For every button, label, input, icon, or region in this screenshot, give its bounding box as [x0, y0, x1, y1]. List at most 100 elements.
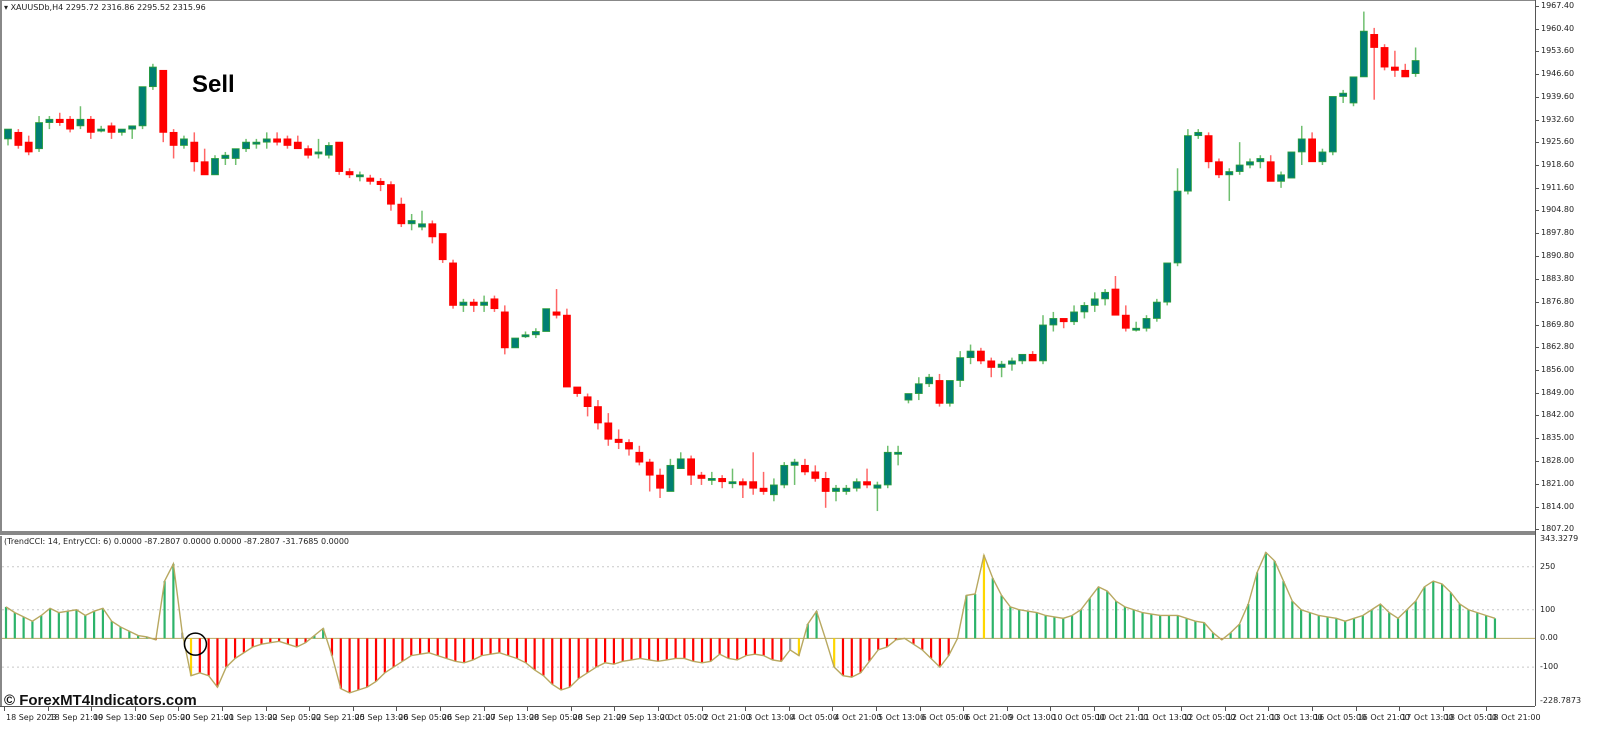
price-tick: [1536, 438, 1539, 440]
dropdown-arrow-icon[interactable]: ▾: [4, 3, 9, 12]
price-tick: [1536, 233, 1539, 235]
candle: [1391, 50, 1399, 77]
candle: [894, 445, 902, 466]
candle: [1059, 318, 1068, 329]
candle: [780, 462, 789, 489]
time-tick-label: 11 Oct 13:00: [1139, 713, 1192, 722]
candle: [1401, 63, 1410, 78]
time-tick-label: 2 Oct 21:00: [703, 713, 751, 722]
price-tick: [1536, 461, 1539, 463]
indicator-axis[interactable]: 343.3279 250 100 0.00 -100 -228.7873: [1535, 532, 1600, 706]
time-tick: [832, 707, 834, 711]
candle: [583, 393, 592, 417]
time-tick-label: 27 Sep 13:00: [485, 713, 539, 722]
price-tick: [1536, 506, 1539, 508]
candle: [1111, 276, 1120, 316]
candle: [1256, 155, 1265, 169]
candle: [1080, 302, 1089, 319]
time-tick-label: 18 Sep 2023: [6, 713, 57, 722]
time-tick: [614, 707, 616, 711]
price-tick-label: 1925.60: [1541, 137, 1575, 147]
time-tick: [352, 707, 354, 711]
price-tick: [1536, 142, 1539, 144]
price-tick: [1536, 278, 1539, 280]
cci-histogram: [2, 551, 1535, 694]
candle: [1266, 155, 1275, 182]
candle: [1018, 353, 1027, 365]
price-tick-label: 1953.60: [1541, 46, 1575, 56]
candle: [86, 116, 95, 139]
price-chart-pane[interactable]: ▾ XAUUSDb,H4 2295.72 2316.86 2295.52 231…: [0, 0, 1535, 532]
time-tick-label: 3 Oct 13:00: [747, 713, 795, 722]
price-tick-label: 1807.20: [1541, 524, 1575, 533]
time-axis[interactable]: 18 Sep 2023 18 Sep 21:00 19 Sep 13:00 20 Se…: [0, 706, 1541, 735]
candle: [148, 63, 157, 90]
price-tick-label: 1835.00: [1541, 433, 1575, 443]
indicator-header: (TrendCCI: 14, EntryCCI: 6): [4, 537, 112, 546]
candle: [801, 458, 809, 476]
candle: [1370, 27, 1379, 100]
price-tick-label: 1918.60: [1541, 160, 1575, 170]
candle: [1039, 315, 1047, 365]
indicator-pane[interactable]: (TrendCCI: 14, EntryCCI: 6) 0.0000 -87.2…: [0, 536, 1535, 706]
candle: [480, 295, 489, 312]
candle: [500, 305, 509, 355]
price-tick-label: 1883.80: [1541, 273, 1575, 283]
candle: [676, 452, 685, 470]
time-tick-label: 25 Sep 13:00: [354, 713, 409, 722]
candle: [76, 106, 85, 130]
candle: [1049, 311, 1058, 332]
indicator-values: 0.0000 -87.2807 0.0000 0.0000 -87.2807 -…: [113, 537, 350, 546]
candle: [1380, 44, 1389, 71]
price-tick: [1536, 483, 1539, 485]
price-tick: [1536, 415, 1539, 417]
price-tick: [1536, 324, 1539, 326]
indicator-tick-label: -228.7873: [1540, 696, 1582, 705]
candle: [231, 148, 240, 166]
candle: [1070, 305, 1078, 325]
candle: [573, 386, 582, 397]
time-tick-label: 20 Sep 05:00: [136, 713, 191, 722]
candle: [1163, 262, 1172, 306]
sell-signal-label: Sell: [192, 71, 235, 98]
pane-divider[interactable]: [0, 531, 1535, 535]
candle: [687, 455, 695, 485]
time-tick: [1486, 707, 1488, 711]
candle: [366, 174, 375, 185]
time-tick: [876, 707, 877, 711]
price-tick: [1536, 96, 1539, 98]
time-tick-label: 16 Oct 21:00: [1357, 713, 1410, 722]
time-tick-label: 12 Oct 05:00: [1183, 713, 1236, 722]
candle: [387, 181, 395, 211]
candle: [542, 308, 551, 332]
time-tick: [1399, 707, 1401, 711]
candle: [211, 155, 219, 176]
candle: [1132, 321, 1141, 332]
price-tick: [1536, 301, 1539, 303]
candle: [904, 393, 913, 404]
candle: [987, 357, 996, 378]
candle: [262, 132, 271, 149]
candle: [873, 481, 882, 512]
price-axis[interactable]: 1967.40 1960.40 1953.60 1946.60 1939.60 1932.…: [1535, 0, 1600, 533]
candle: [1152, 298, 1161, 322]
candle: [4, 128, 12, 146]
indicator-tick-label: 100: [1540, 604, 1556, 614]
candle: [1184, 129, 1192, 195]
candle: [821, 471, 830, 508]
candle: [324, 142, 333, 159]
time-tick-label: 28 Sep 05:00: [529, 713, 583, 722]
time-tick: [1050, 707, 1052, 711]
time-tick: [134, 707, 136, 711]
candle: [304, 145, 313, 159]
candle: [397, 197, 406, 228]
time-tick: [309, 707, 311, 711]
price-tick-label: 1946.60: [1541, 68, 1575, 78]
candle: [1204, 132, 1213, 169]
candle: [252, 138, 261, 149]
price-tick-label: 1904.80: [1541, 205, 1575, 215]
candle: [1090, 292, 1099, 312]
candle: [35, 116, 43, 152]
candle: [1225, 168, 1234, 201]
time-tick-label: 12 Oct 21:00: [1226, 713, 1279, 722]
